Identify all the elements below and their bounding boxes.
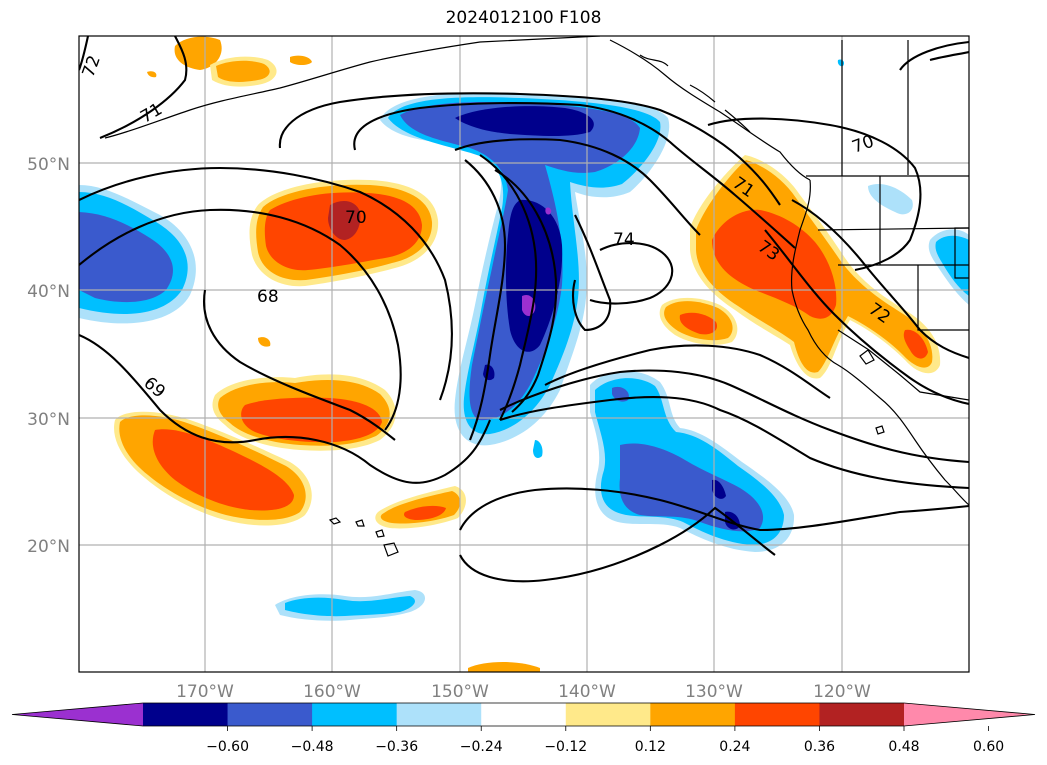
positive-anomaly-north-central	[249, 179, 439, 287]
colorbar-segment	[396, 703, 482, 726]
contour-label: 70	[345, 208, 367, 228]
negative-anomaly-central	[380, 92, 670, 458]
colorbar: −0.60 −0.48 −0.36 −0.24 −0.12 0.12 0.24 0.36 0.4…	[11, 702, 1036, 755]
map-title: 2024012100 F108	[445, 8, 602, 28]
map-frame	[78, 35, 970, 673]
lon-label: 120°W	[813, 682, 871, 702]
lon-label: 150°W	[431, 682, 489, 702]
colorbar-segment	[481, 703, 567, 726]
latitude-labels: 50°N 40°N 30°N 20°N	[27, 155, 70, 557]
positive-anomaly-mid-east	[659, 297, 738, 345]
colorbar-tick-label: −0.60	[206, 739, 249, 755]
contour-label: 74	[613, 230, 635, 250]
colorbar-tick-label: 0.48	[888, 739, 919, 755]
colorbar-tick-label: 0.24	[719, 739, 750, 755]
lat-label: 40°N	[27, 282, 70, 302]
longitude-labels: 170°W 160°W 150°W 140°W 130°W 120°W	[176, 682, 871, 702]
negative-anomaly-south	[275, 590, 426, 621]
negative-anomaly-west	[79, 185, 196, 324]
anomaly-fields	[79, 36, 969, 672]
colorbar-tick-label: −0.48	[291, 739, 334, 755]
colorbar-tick-label: 0.60	[973, 739, 1004, 755]
colorbar-tick-label: −0.36	[375, 739, 418, 755]
lat-label: 30°N	[27, 410, 70, 430]
colorbar-outline	[11, 702, 1036, 727]
lon-label: 130°W	[685, 682, 743, 702]
height-contours	[79, 36, 969, 583]
coastlines	[104, 36, 969, 557]
lon-label: 160°W	[303, 682, 361, 702]
colorbar-tick-label: −0.12	[544, 739, 587, 755]
colorbar-extend-high	[904, 703, 1035, 726]
colorbar-segment	[143, 703, 229, 726]
lon-label: 170°W	[176, 682, 234, 702]
colorbar-segment	[312, 703, 398, 726]
contour-label: 68	[257, 287, 279, 307]
lon-label: 140°W	[558, 682, 616, 702]
colorbar-extend-low	[12, 703, 143, 726]
lat-label: 50°N	[27, 155, 70, 175]
colorbar-segment	[227, 703, 313, 726]
colorbar-segment	[734, 703, 820, 726]
colorbar-segment	[819, 703, 905, 726]
colorbar-segment	[565, 703, 651, 726]
lat-label: 20°N	[27, 537, 70, 557]
colorbar-segment	[650, 703, 736, 726]
negative-anomaly-southeast	[590, 371, 795, 552]
colorbar-tick-label: 0.12	[635, 739, 666, 755]
colorbar-tick-label: 0.36	[804, 739, 835, 755]
positive-anomaly-southwest	[114, 411, 312, 526]
colorbar-tick-label: −0.24	[460, 739, 503, 755]
positive-anomaly-small-south	[258, 337, 540, 672]
